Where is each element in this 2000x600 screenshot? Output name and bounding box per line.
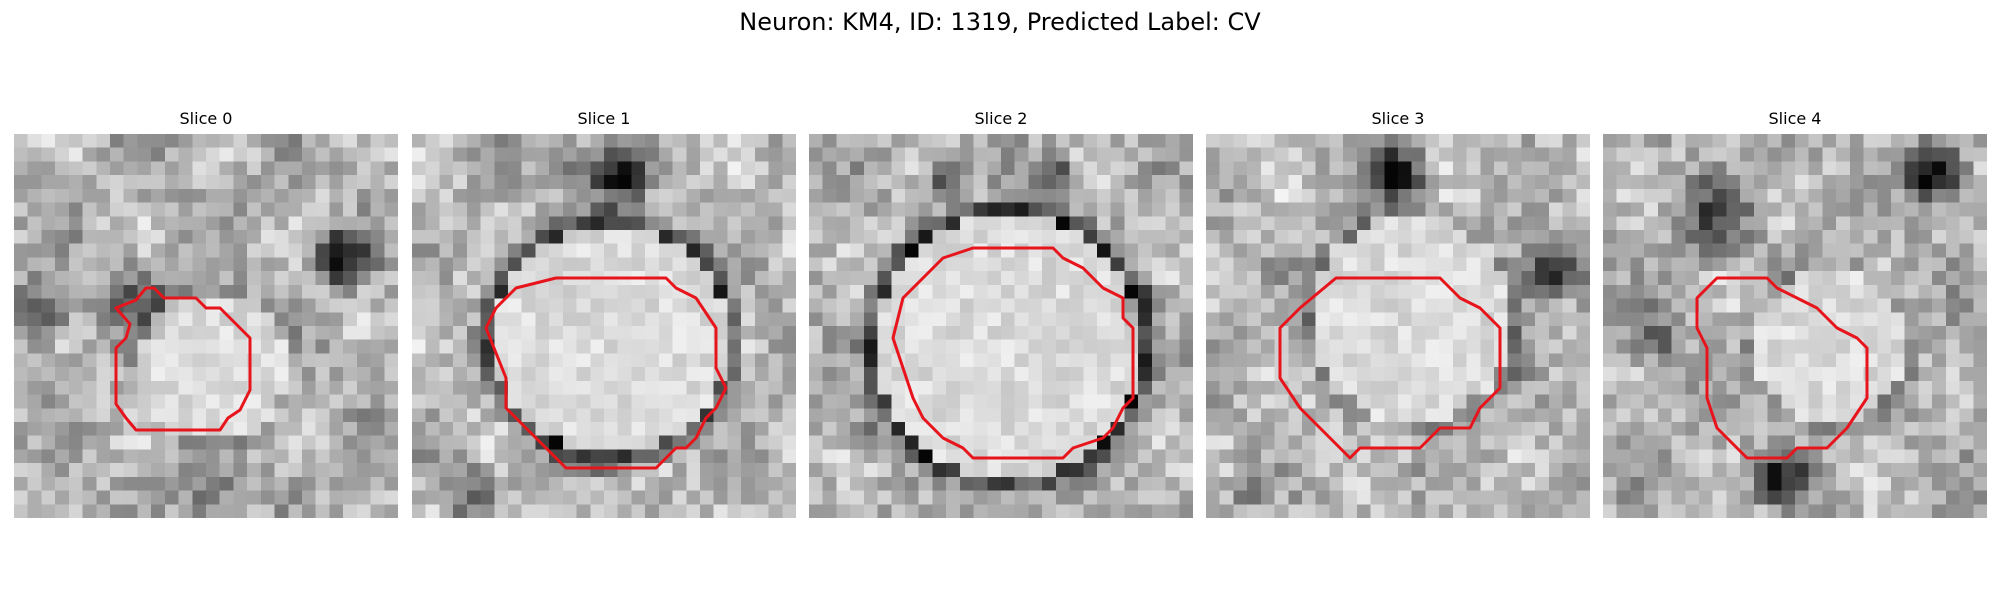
slice-panel-0: Slice 0 [14,108,398,518]
slice-image-2 [809,134,1193,518]
slice-title-1: Slice 1 [577,109,631,128]
slice-panel-3: Slice 3 [1206,108,1590,518]
figure-title: Neuron: KM4, ID: 1319, Predicted Label: … [739,8,1261,36]
slice-image-1 [412,134,796,518]
slice-title-0: Slice 0 [179,109,233,128]
slice-panel-4: Slice 4 [1603,108,1987,518]
slice-image-3 [1206,134,1590,518]
slice-panel-2: Slice 2 [809,108,1193,518]
slice-title-2: Slice 2 [974,109,1028,128]
slice-title-3: Slice 3 [1371,109,1425,128]
slice-image-4 [1603,134,1987,518]
slice-image-0 [14,134,398,518]
slice-title-4: Slice 4 [1768,109,1822,128]
slice-panel-1: Slice 1 [412,108,796,518]
